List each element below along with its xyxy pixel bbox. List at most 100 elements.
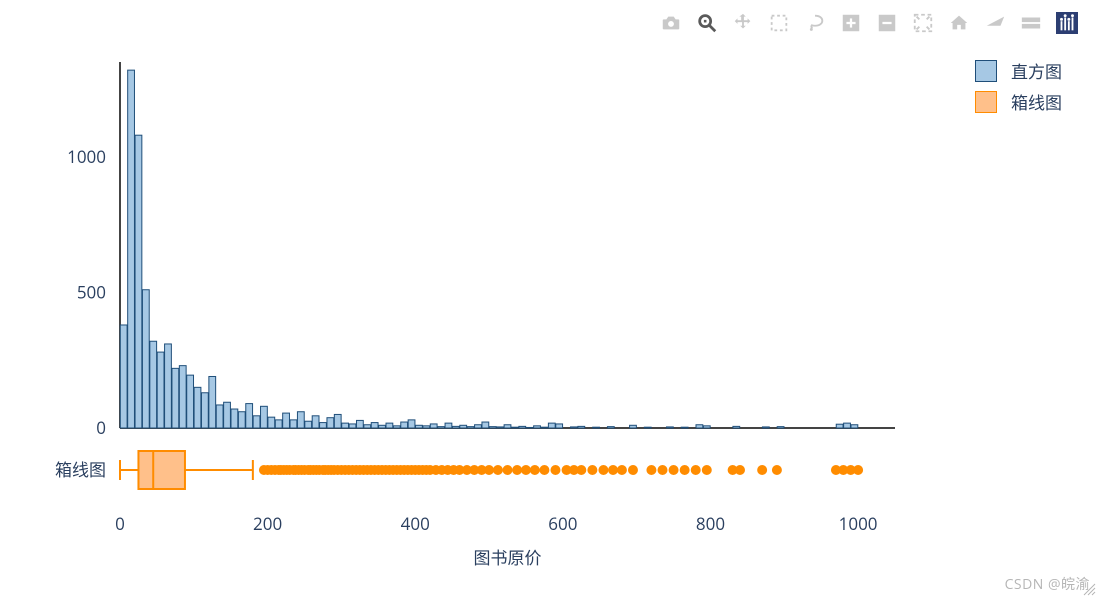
histogram-bar — [844, 423, 851, 428]
outlier-point — [646, 465, 656, 475]
histogram-bar — [504, 425, 511, 428]
histogram-bar — [607, 427, 614, 428]
histogram-bar — [342, 423, 349, 428]
histogram-bar — [246, 404, 253, 428]
histogram-bar — [541, 427, 548, 428]
outlier-point — [691, 465, 701, 475]
y-tick-label: 0 — [96, 416, 106, 439]
histogram[interactable] — [120, 70, 858, 428]
histogram-bar — [231, 409, 238, 428]
outlier-point — [512, 465, 522, 475]
x-tick-label: 1000 — [839, 512, 878, 535]
x-tick-label: 800 — [696, 512, 725, 535]
histogram-bar — [275, 420, 282, 428]
histogram-bar — [379, 425, 386, 428]
watermark: CSDN @皖渝 — [1005, 574, 1090, 594]
histogram-bar — [120, 325, 127, 428]
histogram-bar — [733, 426, 740, 428]
histogram-bar — [290, 420, 297, 428]
histogram-bar — [696, 425, 703, 428]
histogram-bar — [305, 421, 312, 428]
histogram-bar — [187, 375, 194, 428]
histogram-bar — [644, 427, 651, 428]
outlier-point — [530, 465, 540, 475]
x-tick-label: 400 — [401, 512, 430, 535]
outlier-point — [576, 465, 586, 475]
outlier-point — [608, 465, 618, 475]
histogram-bar — [681, 427, 688, 428]
histogram-bar — [253, 416, 260, 428]
outlier-point — [628, 465, 638, 475]
outlier-point — [521, 465, 531, 475]
histogram-bar — [489, 427, 496, 428]
histogram-bar — [630, 425, 637, 428]
histogram-bar — [836, 424, 843, 428]
histogram-bar — [497, 427, 504, 428]
outlier-point — [539, 465, 549, 475]
x-tick-label: 600 — [548, 512, 577, 535]
histogram-bar — [482, 422, 489, 428]
histogram-bar — [238, 412, 245, 428]
histogram-bar — [401, 422, 408, 428]
histogram-bar — [157, 352, 164, 428]
histogram-bar — [430, 424, 437, 428]
histogram-bar — [150, 341, 157, 428]
histogram-bar — [209, 376, 216, 428]
histogram-bar — [556, 424, 563, 428]
histogram-bar — [571, 427, 578, 428]
outlier-point — [617, 465, 627, 475]
histogram-bar — [393, 426, 400, 428]
outlier-point — [702, 465, 712, 475]
histogram-bar — [445, 423, 452, 428]
histogram-bar — [283, 413, 290, 428]
outlier-point — [503, 465, 513, 475]
histogram-bar — [534, 426, 541, 428]
histogram-bar — [142, 290, 149, 428]
histogram-bar — [312, 416, 319, 428]
histogram-bar — [511, 427, 518, 428]
histogram-bar — [593, 427, 600, 428]
outlier-point — [598, 465, 608, 475]
outlier-point — [493, 465, 503, 475]
outlier-point — [853, 465, 863, 475]
histogram-bar — [216, 405, 223, 428]
chart-canvas: 05001000箱线图02004006008001000图书原价 — [0, 0, 1096, 596]
histogram-bar — [475, 425, 482, 428]
histogram-bar — [423, 426, 430, 428]
histogram-bar — [201, 393, 208, 428]
boxplot[interactable] — [120, 451, 863, 489]
outlier-point — [757, 465, 767, 475]
x-axis-title: 图书原价 — [474, 546, 542, 569]
outlier-point — [658, 465, 668, 475]
histogram-bar — [548, 423, 555, 428]
outlier-point — [484, 465, 494, 475]
histogram-bar — [165, 344, 172, 428]
histogram-bar — [438, 427, 445, 428]
histogram-bar — [261, 406, 268, 428]
histogram-bar — [578, 426, 585, 428]
y-tick-label: 500 — [77, 280, 106, 303]
histogram-bar — [172, 368, 179, 428]
histogram-bar — [349, 424, 356, 428]
histogram-bar — [135, 135, 142, 428]
histogram-bar — [666, 427, 673, 428]
histogram-bar — [467, 427, 474, 428]
outlier-point — [550, 465, 560, 475]
histogram-bar — [371, 423, 378, 428]
histogram-bar — [851, 425, 858, 428]
histogram-bar — [128, 70, 135, 428]
histogram-bar — [194, 387, 201, 428]
outlier-point — [772, 465, 782, 475]
histogram-bar — [777, 427, 784, 428]
histogram-bar — [327, 418, 334, 428]
resize-grip-icon — [1080, 580, 1096, 596]
histogram-bar — [526, 427, 533, 428]
outlier-point — [735, 465, 745, 475]
histogram-bar — [762, 427, 769, 428]
y-tick-label: 1000 — [67, 145, 106, 168]
x-tick-label: 0 — [115, 512, 125, 535]
histogram-bar — [460, 425, 467, 428]
histogram-bar — [320, 423, 327, 428]
histogram-bar — [703, 426, 710, 428]
histogram-bar — [297, 412, 304, 428]
